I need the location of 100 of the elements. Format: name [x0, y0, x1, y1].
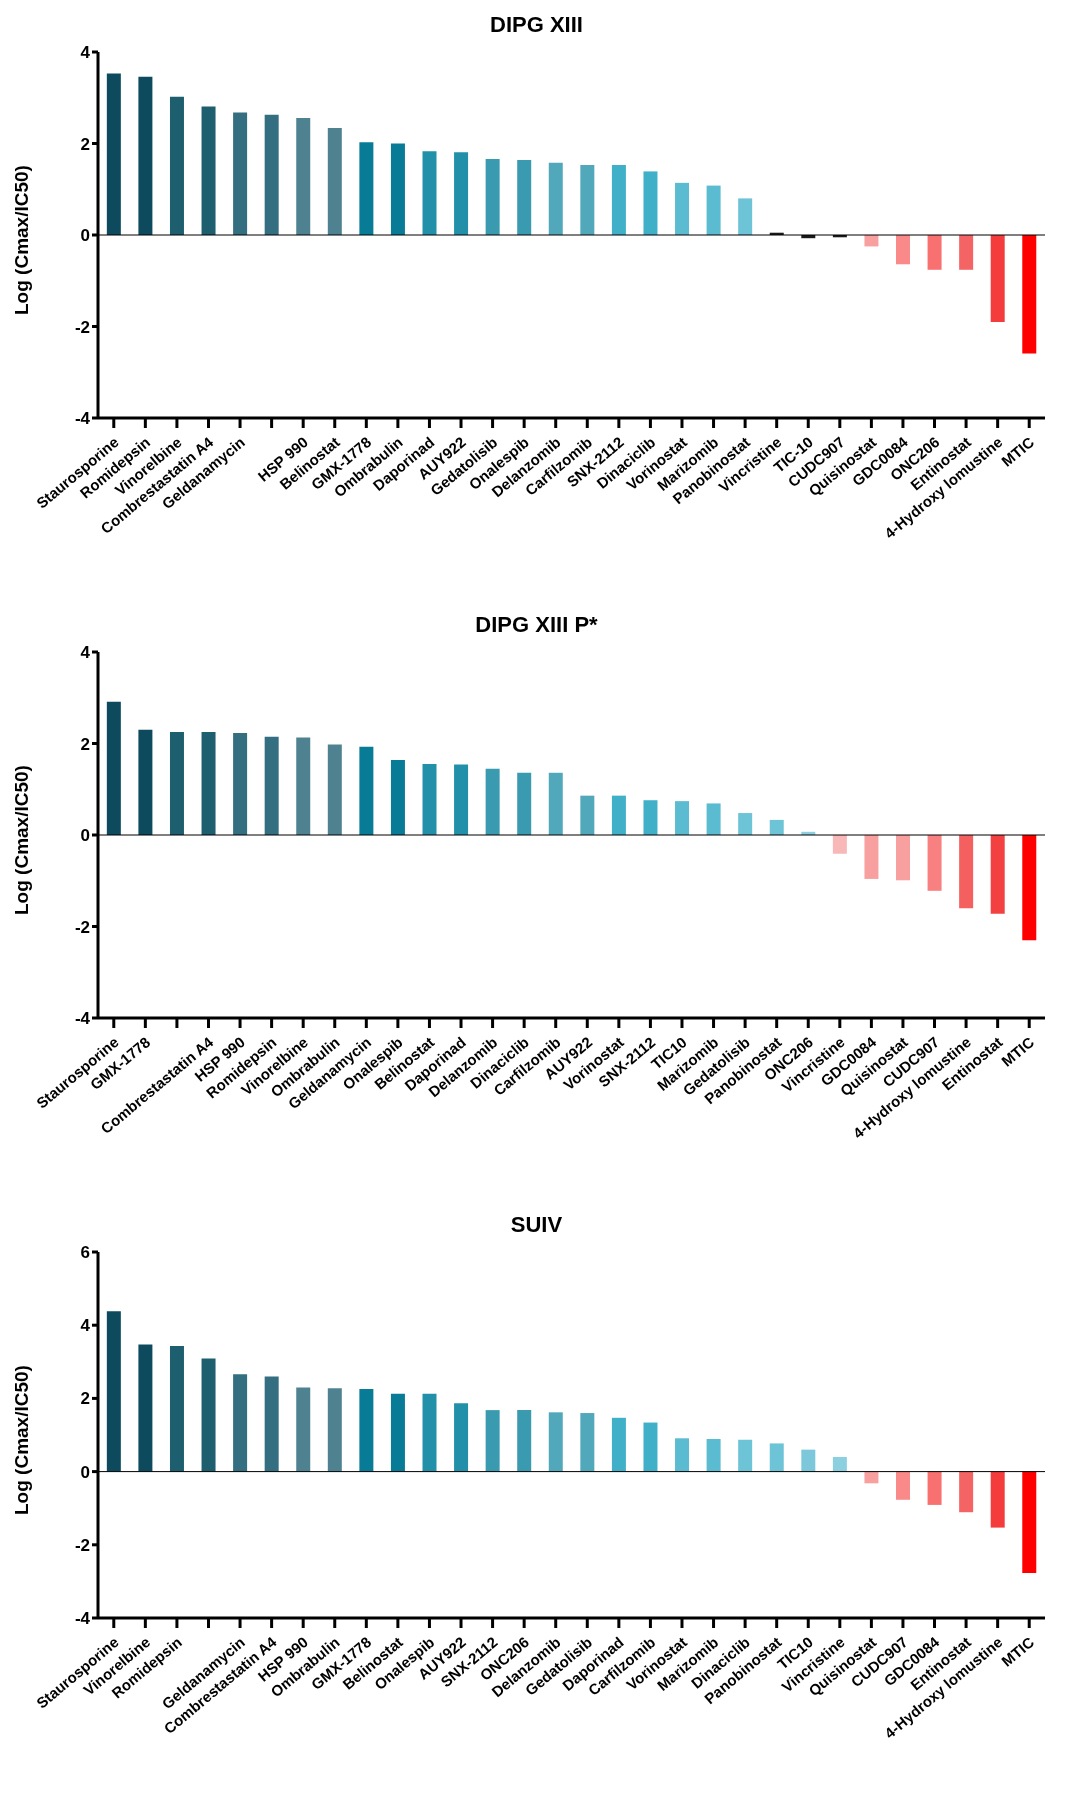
- bar: [675, 1438, 690, 1472]
- bar: [106, 1311, 121, 1472]
- bar: [1022, 1471, 1037, 1573]
- bar: [201, 1358, 216, 1472]
- bar: [422, 151, 437, 235]
- bar: [738, 1439, 753, 1472]
- bar: [264, 114, 279, 235]
- bar: [611, 1417, 626, 1472]
- bar: [517, 159, 532, 235]
- bar: [738, 813, 753, 835]
- bar: [169, 1346, 184, 1472]
- y-tick-label: 0: [80, 1462, 90, 1482]
- y-axis-title: Log (Cmax/IC50): [10, 1365, 32, 1515]
- bar: [517, 1410, 532, 1472]
- bar: [706, 803, 721, 835]
- bar: [548, 1412, 563, 1472]
- y-tick-label: -2: [74, 917, 90, 937]
- bar: [959, 1471, 974, 1513]
- bar: [390, 1393, 405, 1472]
- bar: [138, 1344, 153, 1472]
- bar: [706, 1439, 721, 1472]
- bar: [422, 1393, 437, 1472]
- chart-title: DIPG XIII: [489, 11, 584, 39]
- bar: [359, 1388, 374, 1472]
- bar: [959, 835, 974, 909]
- bar: [896, 1471, 911, 1500]
- y-tick-label: 6: [80, 1243, 90, 1263]
- bar: [832, 1456, 847, 1472]
- bar: [454, 152, 469, 235]
- bar: [454, 1403, 469, 1472]
- bar: [264, 736, 279, 835]
- bar: [485, 1410, 500, 1472]
- bar: [896, 235, 911, 265]
- y-tick-label: 0: [80, 226, 90, 246]
- y-tick-label: 4: [80, 43, 91, 63]
- bar: [580, 1413, 595, 1472]
- bar: [769, 819, 784, 835]
- bar: [138, 729, 153, 835]
- bar: [896, 835, 911, 881]
- bar: [169, 96, 184, 235]
- bar: [706, 185, 721, 235]
- bar: [517, 772, 532, 835]
- y-axis-title: Log (Cmax/IC50): [10, 765, 32, 915]
- bar: [485, 768, 500, 835]
- y-tick-label: -4: [74, 1009, 91, 1029]
- bar: [990, 835, 1005, 914]
- bar: [864, 835, 879, 879]
- y-tick-label: 2: [80, 134, 90, 154]
- bar: [264, 1376, 279, 1472]
- y-tick-label: 4: [80, 643, 91, 663]
- bar: [390, 143, 405, 235]
- y-tick-label: -2: [74, 317, 90, 337]
- bar: [201, 106, 216, 235]
- bar: [675, 182, 690, 235]
- bar: [327, 744, 342, 835]
- bar: [927, 1471, 942, 1505]
- bar: [927, 235, 942, 270]
- bar: [990, 235, 1005, 322]
- bar: [233, 1374, 248, 1472]
- bar: [832, 835, 847, 854]
- bar: [359, 746, 374, 835]
- bar: [422, 764, 437, 835]
- bar: [454, 764, 469, 835]
- bar: [327, 127, 342, 235]
- bar: [643, 171, 658, 235]
- bar: [548, 772, 563, 835]
- bar: [296, 737, 311, 835]
- y-tick-label: -4: [74, 409, 91, 429]
- bar: [580, 795, 595, 835]
- bar: [801, 1449, 816, 1472]
- bar: [327, 1388, 342, 1472]
- y-tick-label: 4: [80, 1316, 91, 1336]
- chart-title: SUIV: [509, 1211, 564, 1239]
- bar: [611, 165, 626, 235]
- bar: [1022, 235, 1037, 354]
- y-axis-title: Log (Cmax/IC50): [10, 165, 32, 315]
- y-tick-label: 2: [80, 1389, 90, 1409]
- bar: [233, 112, 248, 235]
- bar: [959, 235, 974, 270]
- bar: [769, 1443, 784, 1472]
- y-tick-label: 0: [80, 826, 90, 846]
- bar: [864, 1471, 879, 1484]
- bar: [296, 1387, 311, 1472]
- bar: [611, 795, 626, 835]
- bar: [359, 142, 374, 235]
- bar: [580, 165, 595, 235]
- bar: [927, 835, 942, 891]
- bar: [296, 117, 311, 235]
- bar: [390, 759, 405, 835]
- bar: [1022, 835, 1037, 941]
- bar: [643, 800, 658, 835]
- bar: [738, 198, 753, 235]
- bar: [106, 701, 121, 835]
- bar: [233, 732, 248, 835]
- bar: [201, 732, 216, 835]
- bar: [169, 732, 184, 835]
- bar: [138, 76, 153, 235]
- bar: [548, 162, 563, 235]
- y-tick-label: -2: [74, 1535, 90, 1555]
- bar: [485, 159, 500, 235]
